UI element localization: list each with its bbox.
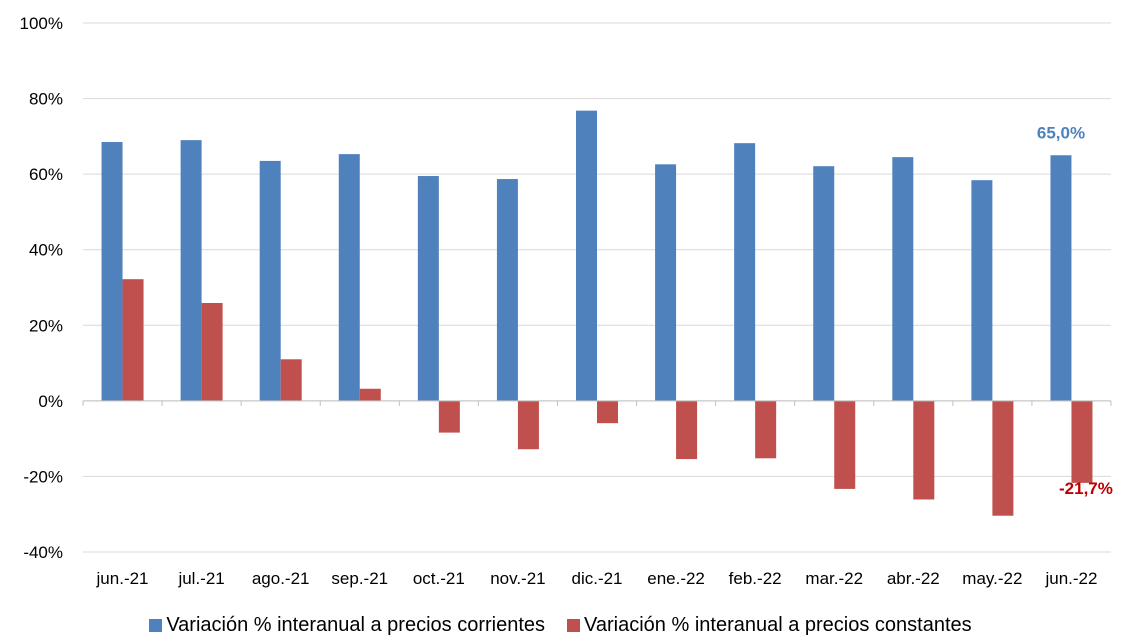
y-axis: -40% -20% 0% 20% 40% 60% 80% 100%	[20, 14, 63, 562]
bar-corrientes	[101, 142, 123, 401]
legend-item-constantes: Variación % interanual a precios constan…	[567, 614, 972, 637]
data-label-corrientes: 65,0%	[1037, 123, 1085, 142]
y-tick-label: 60%	[29, 165, 63, 184]
bar-constantes	[834, 400, 856, 489]
bar-corrientes	[576, 110, 597, 401]
bar-constantes	[597, 400, 618, 424]
bar-constantes	[122, 279, 144, 401]
x-tick-label: feb.-22	[729, 569, 782, 588]
x-tick-label: may.-22	[962, 569, 1022, 588]
x-tick-label: jun.-21	[96, 569, 149, 588]
y-tick-label: 100%	[20, 14, 63, 33]
bar-constantes	[1071, 400, 1093, 483]
bar-constantes	[280, 359, 302, 401]
legend-label-constantes: Variación % interanual a precios constan…	[584, 614, 972, 636]
bars	[101, 110, 1093, 516]
data-label-constantes: -21,7%	[1059, 479, 1113, 498]
y-tick-label: 20%	[29, 316, 63, 335]
bar-corrientes	[417, 176, 439, 401]
bar-constantes	[755, 400, 777, 459]
x-tick-label: mar.-22	[805, 569, 863, 588]
bar-corrientes	[813, 166, 835, 401]
legend: Variación % interanual a precios corrien…	[0, 612, 1121, 639]
bar-chart: -40% -20% 0% 20% 40% 60% 80% 100% jun.-21 jul.-2…	[20, 14, 1113, 588]
bar-corrientes	[655, 164, 677, 401]
x-tick-label: sep.-21	[331, 569, 388, 588]
annotations: 65,0% -21,7%	[1037, 123, 1113, 498]
y-tick-label: -20%	[23, 467, 63, 486]
legend-swatch-corrientes	[149, 619, 163, 632]
legend-swatch-constantes	[567, 619, 581, 632]
legend-label-corrientes: Variación % interanual a precios corrien…	[166, 614, 546, 636]
y-tick-label: 80%	[29, 90, 63, 109]
x-tick-label: jul.-21	[177, 569, 224, 588]
y-tick-label: -40%	[23, 543, 63, 562]
bar-constantes	[913, 400, 935, 500]
x-tick-label: ago.-21	[252, 569, 310, 588]
bar-constantes	[992, 400, 1014, 516]
bar-corrientes	[1050, 155, 1072, 401]
x-tick-label: nov.-21	[490, 569, 545, 588]
x-tick-label: oct.-21	[413, 569, 465, 588]
bar-corrientes	[338, 154, 360, 401]
bar-corrientes	[734, 143, 756, 401]
x-tick-label: abr.-22	[887, 569, 940, 588]
legend-item-corrientes: Variación % interanual a precios corrien…	[149, 614, 545, 637]
bar-corrientes	[259, 160, 281, 401]
bar-corrientes	[971, 180, 993, 401]
bar-corrientes	[892, 157, 914, 401]
bar-constantes	[201, 302, 223, 401]
x-tick-label: dic.-21	[571, 569, 622, 588]
x-axis: jun.-21 jul.-21 ago.-21 sep.-21 oct.-21 nov.-…	[82, 400, 1112, 588]
bar-constantes	[438, 400, 460, 433]
x-tick-label: ene.-22	[647, 569, 705, 588]
x-tick-label: jun.-22	[1044, 569, 1097, 588]
bar-constantes	[517, 400, 539, 450]
y-tick-label: 40%	[29, 241, 63, 260]
bar-corrientes	[180, 140, 202, 401]
bar-corrientes	[496, 179, 518, 401]
bar-constantes	[676, 400, 698, 460]
bar-constantes	[359, 388, 381, 401]
y-tick-label: 0%	[38, 392, 63, 411]
